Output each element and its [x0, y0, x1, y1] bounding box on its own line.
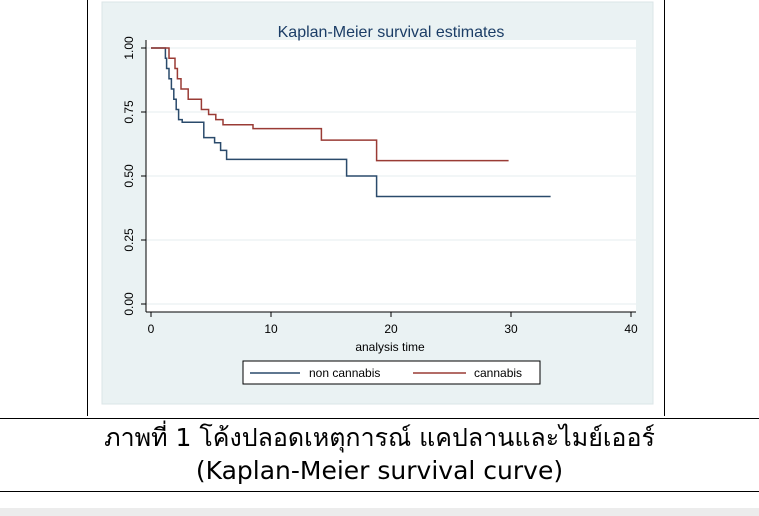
axes: [141, 40, 636, 317]
caption-bottom-rule: [0, 491, 759, 492]
x-tick-label: 20: [384, 322, 398, 336]
y-tick-labels: 0.00 0.25 0.50 0.75 1.00: [122, 36, 136, 316]
y-tick-label: 0.00: [122, 292, 136, 316]
y-tick-label: 1.00: [122, 36, 136, 60]
page-bottom-strip: [0, 508, 759, 516]
figure-caption-thai: ภาพที่ 1 โค้งปลอดเหตุการณ์ แคปลานและไมย์…: [104, 423, 655, 452]
series-line-cannabis: [151, 47, 509, 162]
gridlines: [146, 47, 636, 305]
y-tick-label: 0.25: [122, 228, 136, 252]
series-line-non-cannabis: [151, 47, 551, 198]
figure-caption-english: (Kaplan-Meier survival curve): [195, 456, 564, 485]
caption-top-rule: [0, 418, 759, 419]
figure-frame: [87, 0, 665, 416]
legend-label-non-cannabis: non cannabis: [309, 366, 380, 380]
series-lines: [151, 47, 551, 198]
legend: non cannabis cannabis: [242, 360, 541, 385]
x-tick-label: 10: [264, 322, 278, 336]
y-tick-label: 0.50: [122, 164, 136, 188]
x-tick-label: 0: [148, 322, 155, 336]
chart-title: Kaplan-Meier survival estimates: [278, 24, 505, 41]
x-axis-label: analysis time: [355, 340, 425, 354]
legend-label-cannabis: cannabis: [474, 366, 522, 380]
x-tick-labels: 0 10 20 30 40: [148, 322, 638, 336]
legend-box: [242, 360, 541, 385]
km-chart: Kaplan-Meier survival estimates 0.00 0.25…: [101, 1, 654, 405]
y-tick-label: 0.75: [122, 100, 136, 124]
x-tick-label: 30: [504, 322, 518, 336]
x-tick-label: 40: [624, 322, 638, 336]
